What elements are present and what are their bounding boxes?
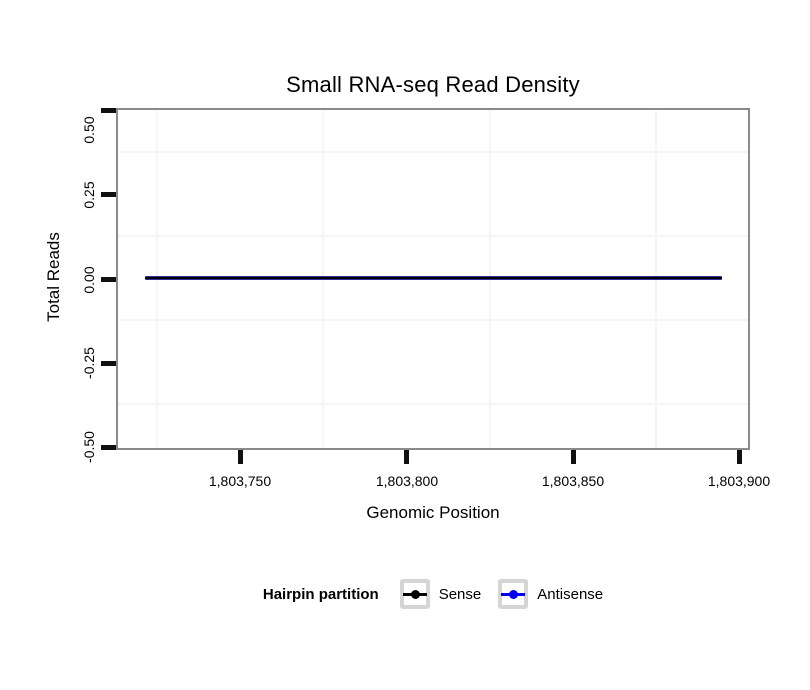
x-axis-tick: [238, 450, 243, 464]
legend-title: Hairpin partition: [262, 585, 379, 603]
legend-item-sense: Sense: [399, 579, 482, 609]
sense-key-icon: [399, 579, 430, 609]
x-axis-tick: [571, 450, 576, 464]
y-axis-tick: [101, 361, 116, 366]
legend-label-antisense: Antisense: [537, 585, 604, 603]
y-tick-label: -0.25: [81, 347, 97, 379]
x-axis-tick: [737, 450, 742, 464]
plot-panel: [116, 108, 750, 450]
y-tick-label: -0.50: [81, 431, 97, 463]
gridline-horizontal: [118, 235, 748, 237]
x-tick-label: 1,803,900: [707, 473, 771, 489]
gridline-horizontal: [118, 403, 748, 405]
legend-label-sense: Sense: [438, 585, 482, 603]
sense-line: [145, 277, 722, 279]
y-axis-tick: [101, 108, 116, 113]
x-tick-label: 1,803,850: [541, 473, 605, 489]
y-tick-label: 0.50: [81, 116, 97, 144]
antisense-key-icon: [498, 579, 529, 609]
gridline-horizontal: [118, 151, 748, 153]
y-tick-label: 0.00: [81, 266, 97, 294]
x-axis-tick: [404, 450, 409, 464]
x-tick-label: 1,803,800: [375, 473, 439, 489]
x-tick-label: 1,803,750: [208, 473, 272, 489]
legend-item-antisense: Antisense: [498, 579, 603, 609]
y-axis-tick: [101, 445, 116, 450]
chart-title: Small RNA-seq Read Density: [286, 72, 580, 97]
y-axis-title: Total Reads: [44, 232, 63, 322]
point-glyph-icon: [410, 590, 420, 599]
y-axis-tick: [101, 277, 116, 282]
legend: Hairpin partition Sense Antisense: [116, 574, 750, 614]
y-axis-tick: [101, 192, 116, 197]
gridline-horizontal: [118, 319, 748, 321]
point-glyph-icon: [509, 590, 519, 599]
y-tick-label: 0.25: [81, 181, 97, 209]
x-axis-title: Genomic Position: [366, 503, 500, 522]
